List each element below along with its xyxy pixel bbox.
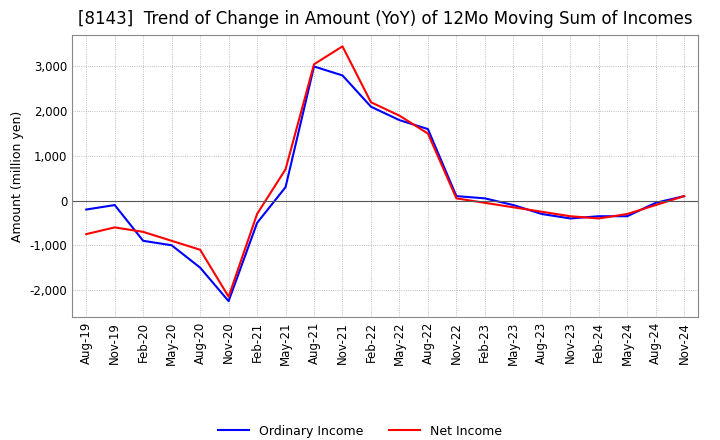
Net Income [310, 62, 318, 67]
Net Income [225, 294, 233, 299]
Net Income [253, 211, 261, 216]
Ordinary Income [395, 117, 404, 123]
Ordinary Income [82, 207, 91, 212]
Net Income [139, 229, 148, 235]
Net Income [423, 131, 432, 136]
Ordinary Income [338, 73, 347, 78]
Net Income [537, 209, 546, 214]
Ordinary Income [566, 216, 575, 221]
Net Income [82, 231, 91, 237]
Line: Net Income: Net Income [86, 46, 684, 297]
Ordinary Income [509, 202, 518, 208]
Net Income [480, 200, 489, 205]
Ordinary Income [310, 64, 318, 69]
Net Income [282, 167, 290, 172]
Line: Ordinary Income: Ordinary Income [86, 66, 684, 301]
Net Income [680, 194, 688, 199]
Ordinary Income [282, 184, 290, 190]
Net Income [395, 113, 404, 118]
Ordinary Income [366, 104, 375, 110]
Ordinary Income [652, 200, 660, 205]
Net Income [366, 99, 375, 105]
Legend: Ordinary Income, Net Income: Ordinary Income, Net Income [213, 420, 507, 440]
Net Income [509, 205, 518, 210]
Ordinary Income [680, 194, 688, 199]
Net Income [652, 202, 660, 208]
Net Income [167, 238, 176, 243]
Ordinary Income [452, 194, 461, 199]
Net Income [338, 44, 347, 49]
Net Income [110, 225, 119, 230]
Ordinary Income [623, 213, 631, 219]
Net Income [566, 213, 575, 219]
Ordinary Income [537, 211, 546, 216]
Net Income [452, 196, 461, 201]
Ordinary Income [423, 126, 432, 132]
Ordinary Income [110, 202, 119, 208]
Net Income [595, 216, 603, 221]
Y-axis label: Amount (million yen): Amount (million yen) [11, 110, 24, 242]
Net Income [196, 247, 204, 253]
Ordinary Income [139, 238, 148, 243]
Ordinary Income [167, 242, 176, 248]
Ordinary Income [196, 265, 204, 270]
Net Income [623, 211, 631, 216]
Ordinary Income [595, 213, 603, 219]
Ordinary Income [225, 298, 233, 304]
Ordinary Income [253, 220, 261, 226]
Title: [8143]  Trend of Change in Amount (YoY) of 12Mo Moving Sum of Incomes: [8143] Trend of Change in Amount (YoY) o… [78, 10, 693, 28]
Ordinary Income [480, 196, 489, 201]
